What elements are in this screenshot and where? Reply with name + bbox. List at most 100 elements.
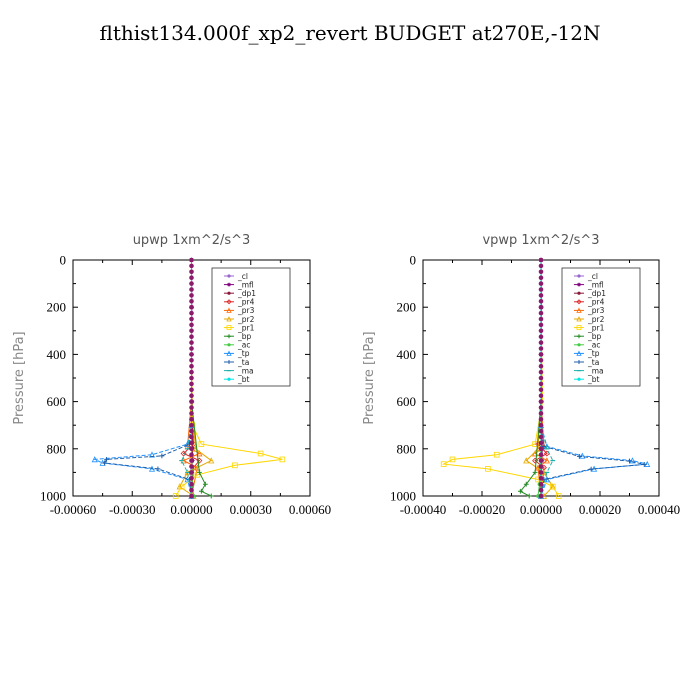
data-point: [577, 291, 581, 295]
data-point: [576, 350, 582, 356]
x-tick-label: -0.00030: [109, 502, 156, 517]
y-tick-label: 1000: [40, 489, 66, 504]
legend-label: _bp: [587, 332, 602, 341]
data-point: [485, 466, 491, 472]
panel-title: upwp 1xm^2/s^3: [133, 233, 251, 248]
data-point: [197, 470, 202, 475]
legend-label: _ta: [587, 358, 599, 367]
legend-box: [211, 267, 291, 387]
data-point: [189, 369, 194, 375]
legend-label: _tp: [587, 349, 600, 358]
y-tick-label: 600: [47, 394, 67, 409]
data-point: [227, 334, 231, 339]
data-point: [538, 428, 544, 434]
data-point: [257, 450, 264, 457]
data-point: [189, 275, 194, 281]
y-tick-label: 400: [397, 347, 417, 362]
data-point: [189, 428, 194, 434]
data-point: [538, 287, 544, 292]
data-point: [523, 481, 529, 487]
data-point: [550, 483, 556, 490]
data-point: [226, 299, 232, 305]
data-point: [577, 377, 581, 381]
legend-box: [561, 267, 641, 387]
y-tick-label: 800: [47, 441, 67, 456]
data-point: [576, 325, 582, 331]
data-point: [208, 457, 215, 464]
data-point: [189, 417, 194, 422]
data-point: [532, 470, 538, 475]
x-tick-label: -0.00060: [50, 502, 97, 517]
data-point: [538, 411, 544, 416]
y-tick-label: 1000: [390, 489, 416, 504]
data-point: [189, 411, 194, 416]
data-point: [189, 352, 194, 357]
data-point: [227, 360, 231, 364]
x-tick-label: -0.00020: [459, 502, 506, 517]
data-point: [538, 352, 544, 357]
series-line: [92, 260, 192, 497]
data-point: [189, 304, 194, 310]
data-point: [577, 334, 581, 339]
legend-label: _bp: [237, 332, 252, 341]
x-tick-label: 0.00040: [638, 502, 680, 517]
x-tick-label: -0.00040: [400, 502, 447, 517]
legend-label: _tp: [237, 349, 250, 358]
data-point: [440, 461, 447, 467]
data-point: [226, 307, 232, 313]
legend-label: _ma: [237, 366, 254, 375]
data-point: [576, 316, 582, 322]
legend-label: _cl: [237, 272, 248, 281]
data-point: [538, 263, 544, 269]
data-point: [189, 375, 194, 381]
x-tick-label: 0.00000: [520, 502, 562, 517]
data-point: [227, 274, 231, 278]
legend-label: _ma: [587, 366, 604, 375]
data-point: [577, 343, 581, 347]
data-point: [538, 340, 544, 345]
data-point: [526, 493, 532, 499]
data-point: [189, 458, 194, 463]
data-point: [189, 481, 194, 487]
legend-label: _dp1: [237, 289, 256, 298]
data-point: [189, 257, 194, 263]
data-point: [543, 457, 550, 464]
data-point: [189, 487, 194, 493]
data-point: [189, 358, 194, 363]
data-point: [538, 346, 544, 351]
data-point: [538, 257, 544, 263]
data-point: [538, 334, 544, 340]
data-point: [178, 483, 185, 490]
data-point: [189, 493, 194, 499]
data-point: [189, 340, 194, 345]
legend-label: _pr2: [237, 315, 255, 324]
data-point: [189, 293, 194, 298]
data-point: [189, 322, 194, 328]
data-point: [538, 369, 544, 375]
zero-marker-stack: [538, 257, 544, 499]
data-point: [189, 328, 194, 334]
data-point: [189, 287, 194, 292]
data-point: [227, 343, 231, 347]
x-tick-label: 0.00030: [230, 502, 272, 517]
data-point: [189, 440, 194, 446]
data-point: [538, 328, 544, 334]
data-point: [538, 440, 544, 446]
data-point: [538, 422, 544, 428]
legend: _cl_mfl_dp1_pr4_pr3_pr2_pr1_bp_ac_tp_ta_…: [561, 267, 641, 387]
data-point: [538, 399, 544, 404]
data-point: [189, 363, 194, 369]
data-point: [189, 281, 194, 286]
data-point: [538, 393, 544, 399]
data-point: [541, 444, 547, 449]
data-point: [227, 282, 231, 287]
y-axis-label: Pressure [hPa]: [362, 331, 377, 424]
series-tp: [91, 260, 195, 499]
data-point: [189, 422, 194, 428]
data-point: [538, 358, 544, 363]
data-point: [91, 456, 98, 463]
y-tick-label: 0: [410, 253, 417, 268]
legend-label: _bt: [237, 375, 250, 384]
data-point: [226, 316, 232, 322]
